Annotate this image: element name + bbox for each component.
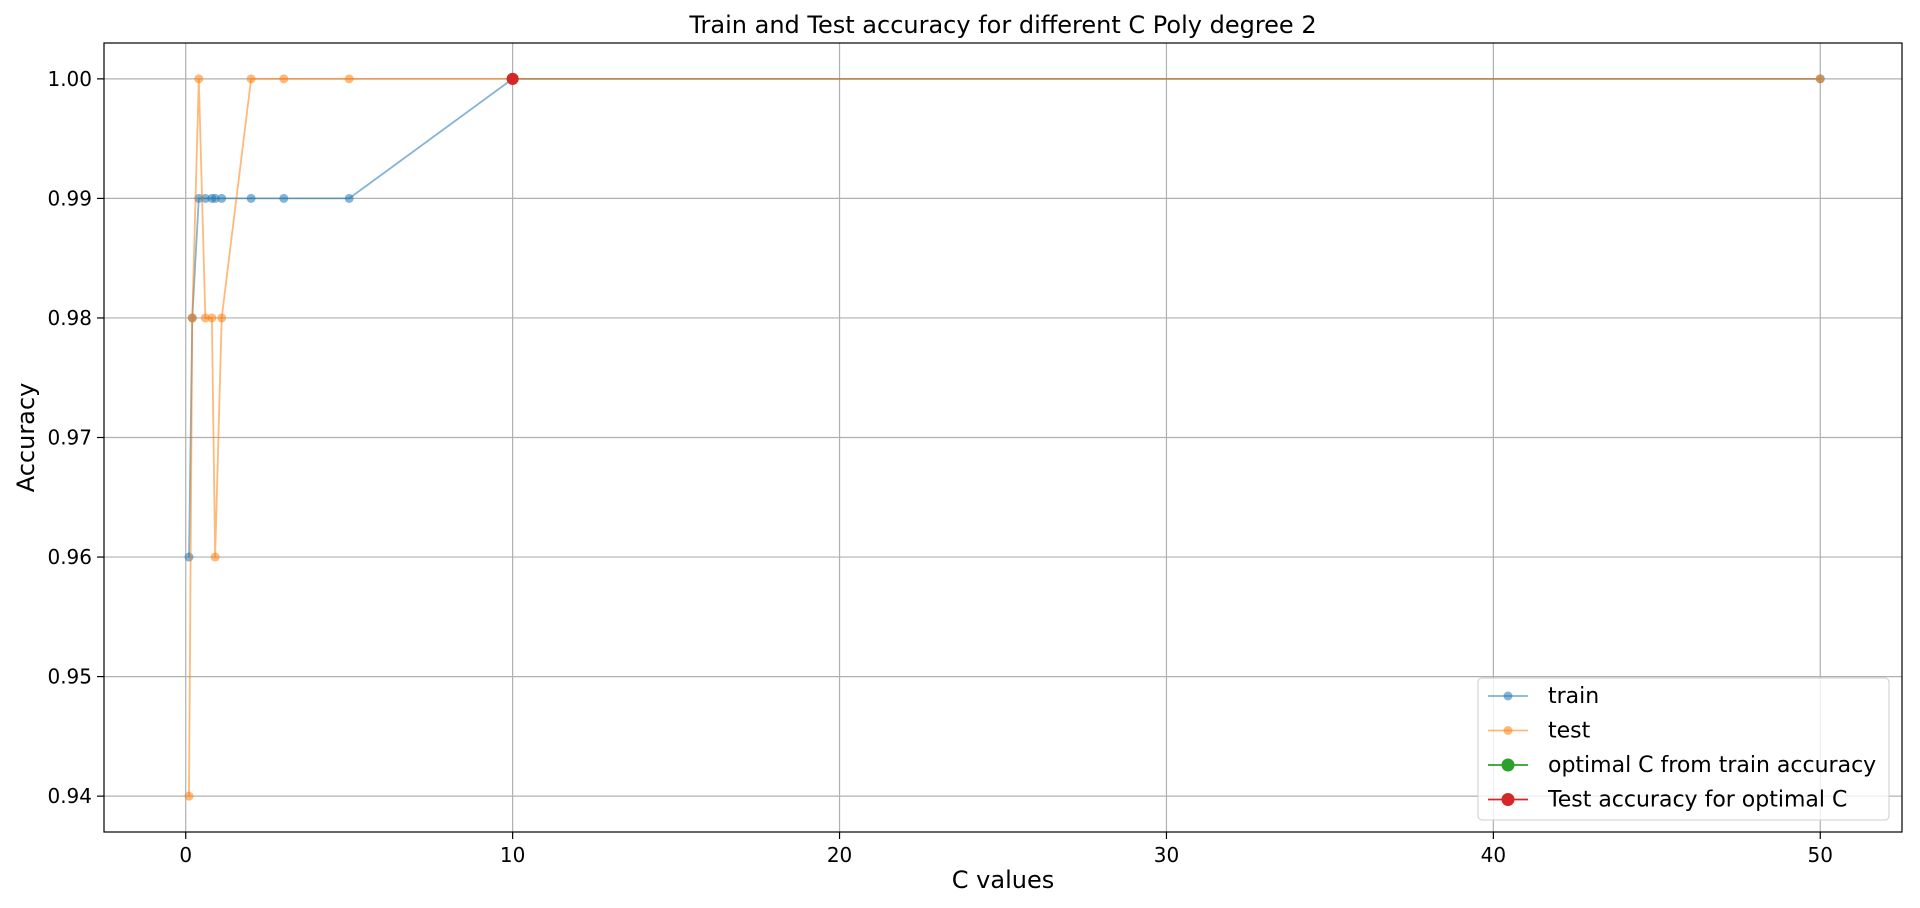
y-tick-label: 0.94: [47, 784, 92, 808]
data-point: [194, 193, 204, 203]
data-point: [279, 193, 289, 203]
data-point: [210, 552, 220, 562]
legend-item: Test accuracy for optimal C: [1488, 788, 1847, 813]
y-tick-label: 0.98: [47, 306, 92, 330]
series-0: [184, 74, 1825, 562]
y-tick-label: 1.00: [47, 67, 92, 91]
y-axis-label: Accuracy: [12, 383, 40, 493]
legend-marker: [1501, 758, 1515, 772]
series-layer: [184, 72, 1825, 801]
data-point: [200, 313, 210, 323]
x-axis-label: C values: [952, 866, 1054, 894]
data-point: [187, 313, 197, 323]
chart-title: Train and Test accuracy for different C …: [688, 11, 1316, 39]
legend-marker: [1503, 726, 1513, 735]
data-point: [210, 193, 220, 203]
legend: train test optimal C from train accuracy Te…: [1477, 677, 1890, 821]
x-tick-label: 40: [1481, 843, 1506, 867]
y-tick-label: 0.97: [47, 426, 92, 450]
data-point: [184, 791, 194, 801]
y-tick-label: 0.95: [47, 665, 92, 689]
data-point: [1815, 74, 1825, 84]
x-tick-label: 10: [500, 843, 525, 867]
data-point: [506, 72, 519, 85]
legend-label: train: [1548, 684, 1599, 709]
data-point: [279, 74, 289, 84]
legend-label: optimal C from train accuracy: [1548, 753, 1876, 778]
legend-label: test: [1548, 719, 1591, 744]
series-line: [188, 77, 1821, 797]
data-point: [194, 74, 204, 84]
series-3: [506, 72, 519, 85]
data-point: [344, 193, 354, 203]
x-tick-label: 20: [827, 843, 852, 867]
data-point: [246, 193, 256, 203]
legend-marker: [1501, 793, 1515, 806]
y-tick-label: 0.96: [47, 545, 92, 569]
x-tick-label: 0: [179, 843, 192, 867]
data-point: [344, 74, 354, 84]
legend-item: optimal C from train accuracy: [1488, 753, 1876, 778]
data-point: [200, 193, 210, 203]
legend-label: Test accuracy for optimal C: [1547, 788, 1847, 813]
axes: 0 10 20 30 40 50 0.94 0.95 0.96 0.97 0.98 0.99 1.00: [47, 67, 1833, 867]
y-tick-label: 0.99: [47, 186, 92, 210]
x-tick-label: 50: [1808, 843, 1833, 867]
legend-item: test: [1488, 719, 1591, 744]
data-point: [217, 193, 227, 203]
data-point: [184, 552, 194, 562]
data-point: [217, 313, 227, 323]
series-1: [184, 74, 1825, 801]
data-point: [246, 74, 256, 84]
legend-marker: [1503, 691, 1513, 701]
x-tick-label: 30: [1154, 843, 1179, 867]
legend-item: train: [1488, 684, 1599, 709]
legend-box: [1477, 677, 1890, 821]
data-point: [207, 313, 217, 323]
